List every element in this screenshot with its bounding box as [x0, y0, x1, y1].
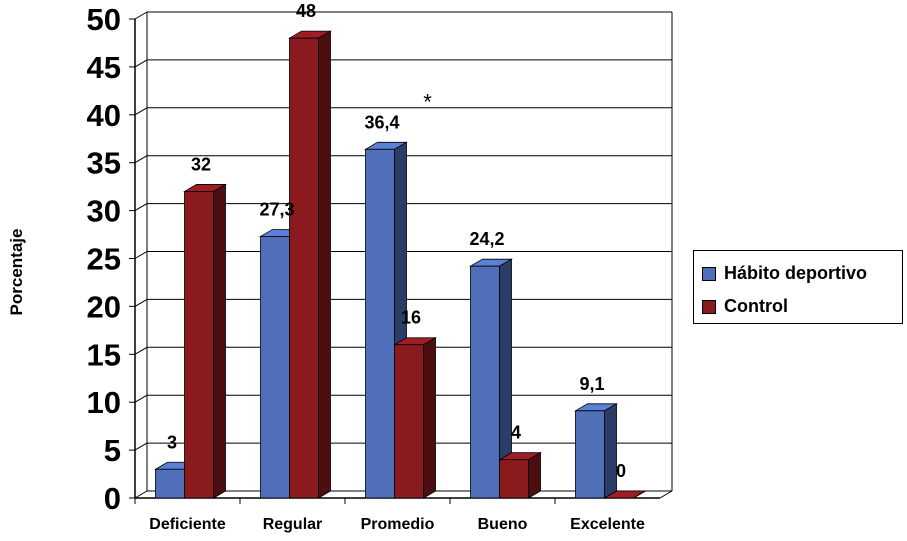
gridline-diagonal [134, 298, 148, 307]
data-label: 36,4 [364, 112, 399, 132]
y-tick-label: 15 [87, 337, 121, 372]
legend-label-habito-deportivo: Hábito deportivo [724, 263, 867, 283]
bar-control [394, 344, 424, 499]
bars [154, 30, 647, 499]
y-tick-label: 30 [87, 194, 121, 229]
data-label: 4 [511, 423, 521, 443]
bar-side-control [633, 490, 646, 499]
gridline-diagonal [134, 346, 148, 355]
gridline-diagonal [134, 442, 148, 451]
legend-swatch-habito-deportivo [702, 266, 716, 281]
x-tick-label: Bueno [478, 516, 528, 533]
y-tick-label: 50 [87, 2, 121, 37]
gridline-diagonal [134, 107, 148, 116]
y-tick-label: 10 [87, 385, 121, 420]
data-label: 3 [167, 432, 177, 452]
gridline-diagonal [134, 490, 148, 499]
bar-hábito-deportivo [260, 236, 290, 499]
significance-asterisk: * [423, 90, 432, 115]
legend: Hábito deportivo Control [693, 250, 903, 324]
y-tick-label: 35 [87, 146, 121, 181]
gridline-diagonal [134, 155, 148, 164]
y-tick-label: 40 [87, 98, 121, 133]
bar-side-hábito-deportivo [604, 403, 617, 499]
y-tick-label: 25 [87, 242, 121, 277]
gridline-diagonal [134, 203, 148, 212]
data-label: 48 [296, 1, 316, 21]
y-tick-label: 20 [87, 289, 121, 324]
bar-control [289, 37, 319, 499]
y-tick-label: 45 [87, 50, 121, 85]
x-tick-label: Regular [263, 516, 323, 533]
data-label: 16 [401, 308, 421, 328]
legend-item-control: Control [702, 296, 788, 317]
bar-control [184, 191, 214, 499]
gridline-diagonal [134, 11, 148, 20]
bar-hábito-deportivo [470, 265, 500, 499]
y-tick-label: 5 [104, 433, 121, 468]
x-tick-label: Promedio [361, 516, 435, 533]
legend-item-habito-deportivo: Hábito deportivo [702, 263, 867, 284]
y-tick-label: 0 [104, 481, 121, 516]
data-label: 0 [616, 461, 626, 481]
bar-side-control [423, 337, 436, 499]
legend-label-control: Control [724, 296, 788, 316]
bar-hábito-deportivo [365, 148, 395, 499]
y-axis-label: Porcentaje [7, 229, 26, 316]
data-label: 32 [191, 154, 211, 174]
data-label: 9,1 [579, 374, 604, 394]
bar-hábito-deportivo [575, 410, 605, 499]
data-label: 27,3 [259, 199, 294, 219]
bar-side-control [318, 30, 331, 499]
legend-swatch-control [702, 299, 716, 314]
gridline-diagonal [134, 394, 148, 403]
x-tick-label: Deficiente [149, 516, 226, 533]
data-labels: 3 32 27,3 48 36,4 16 24,2 4 9,1 0 * [167, 1, 626, 481]
bar-control [499, 459, 529, 499]
bar-hábito-deportivo [155, 468, 185, 499]
floor-right-edge [659, 490, 673, 499]
gridline-diagonal [134, 59, 148, 68]
data-label: 24,2 [469, 229, 504, 249]
bar-side-control [528, 451, 541, 499]
gridline-diagonal [134, 251, 148, 259]
x-tick-label: Excelente [570, 516, 645, 533]
bar-side-control [213, 183, 226, 499]
